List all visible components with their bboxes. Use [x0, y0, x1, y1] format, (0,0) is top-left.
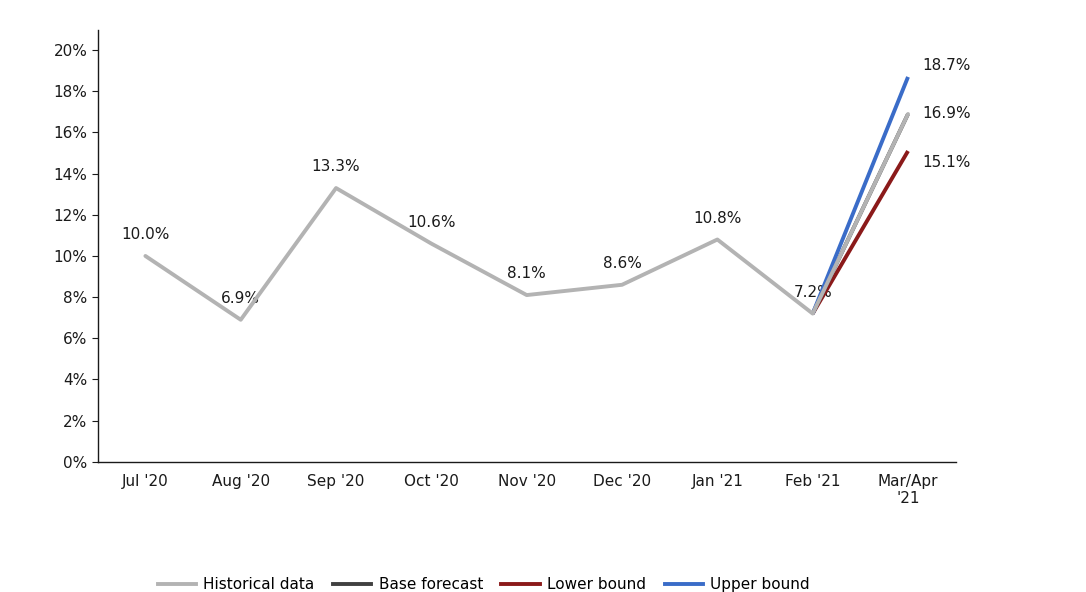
Text: 10.0%: 10.0% [122, 227, 169, 242]
Text: 15.1%: 15.1% [922, 155, 970, 170]
Text: 10.8%: 10.8% [693, 211, 742, 226]
Text: 7.2%: 7.2% [793, 285, 832, 300]
Text: 8.1%: 8.1% [507, 266, 546, 281]
Text: 13.3%: 13.3% [312, 159, 361, 174]
Text: 18.7%: 18.7% [922, 59, 970, 73]
Text: 16.9%: 16.9% [922, 107, 971, 121]
Text: 6.9%: 6.9% [222, 291, 261, 306]
Text: 10.6%: 10.6% [407, 215, 456, 230]
Text: 8.6%: 8.6% [603, 256, 642, 271]
Legend: Historical data, Base forecast, Lower bound, Upper bound: Historical data, Base forecast, Lower bo… [157, 577, 810, 592]
